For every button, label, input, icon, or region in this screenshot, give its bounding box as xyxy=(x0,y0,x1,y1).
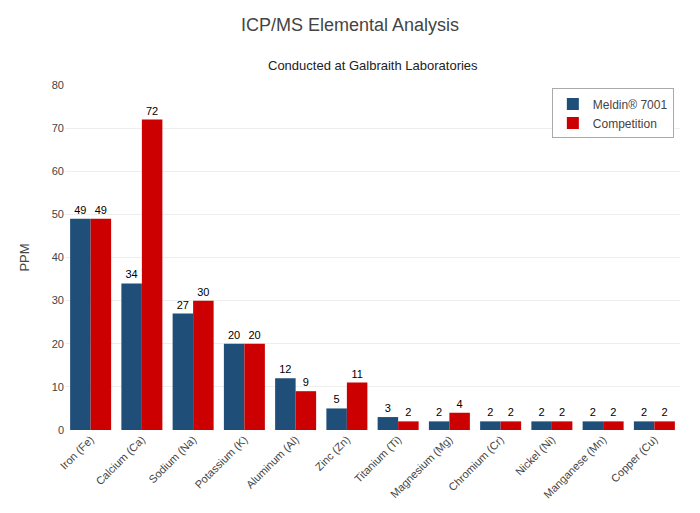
svg-text:ICP/MS Elemental Analysis: ICP/MS Elemental Analysis xyxy=(241,15,459,35)
svg-text:70: 70 xyxy=(52,122,64,134)
svg-text:Conducted at Galbraith Laborat: Conducted at Galbraith Laboratories xyxy=(268,58,478,73)
svg-text:34: 34 xyxy=(126,268,138,280)
svg-text:Manganese (Mn): Manganese (Mn) xyxy=(541,433,608,500)
svg-text:20: 20 xyxy=(228,329,240,341)
svg-text:Calcium (Ca): Calcium (Ca) xyxy=(93,433,147,487)
svg-text:49: 49 xyxy=(74,204,86,216)
svg-text:Iron (Fe): Iron (Fe) xyxy=(58,433,96,471)
svg-text:2: 2 xyxy=(405,406,411,418)
svg-text:2: 2 xyxy=(539,406,545,418)
svg-text:11: 11 xyxy=(351,368,362,380)
svg-text:Nickel (Ni): Nickel (Ni) xyxy=(513,433,557,477)
svg-text:Aluminum (Al): Aluminum (Al) xyxy=(244,433,301,490)
svg-text:Magnesium (Mg): Magnesium (Mg) xyxy=(388,433,455,500)
svg-text:9: 9 xyxy=(303,376,309,388)
svg-text:20: 20 xyxy=(52,338,64,350)
svg-text:Titanium (Ti): Titanium (Ti) xyxy=(352,433,404,485)
svg-text:PPM: PPM xyxy=(17,243,32,271)
svg-text:Zinc (Zn): Zinc (Zn) xyxy=(313,433,353,473)
svg-text:80: 80 xyxy=(52,79,64,91)
svg-text:2: 2 xyxy=(508,406,514,418)
svg-text:12: 12 xyxy=(279,363,291,375)
svg-text:2: 2 xyxy=(641,406,647,418)
svg-text:Competition: Competition xyxy=(593,117,657,131)
svg-text:40: 40 xyxy=(52,251,64,263)
svg-text:4: 4 xyxy=(457,398,463,410)
svg-text:30: 30 xyxy=(197,286,209,298)
svg-text:2: 2 xyxy=(590,406,596,418)
svg-text:30: 30 xyxy=(52,294,64,306)
svg-text:49: 49 xyxy=(95,204,107,216)
svg-text:Chromium (Cr): Chromium (Cr) xyxy=(446,433,506,493)
svg-text:Potassium (K): Potassium (K) xyxy=(192,433,249,490)
svg-text:5: 5 xyxy=(334,393,340,405)
svg-text:3: 3 xyxy=(385,402,391,414)
svg-text:10: 10 xyxy=(52,381,64,393)
svg-text:72: 72 xyxy=(146,105,158,117)
svg-text:60: 60 xyxy=(52,165,64,177)
svg-text:27: 27 xyxy=(177,299,189,311)
svg-text:Copper (Cu): Copper (Cu) xyxy=(608,433,659,484)
svg-text:Meldin® 7001: Meldin® 7001 xyxy=(593,98,668,112)
svg-text:2: 2 xyxy=(436,406,442,418)
svg-text:20: 20 xyxy=(249,329,261,341)
svg-text:2: 2 xyxy=(559,406,565,418)
svg-text:2: 2 xyxy=(610,406,616,418)
svg-text:0: 0 xyxy=(58,424,64,436)
svg-text:Sodium (Na): Sodium (Na) xyxy=(146,433,198,485)
svg-text:2: 2 xyxy=(487,406,493,418)
svg-text:50: 50 xyxy=(52,208,64,220)
svg-text:2: 2 xyxy=(662,406,668,418)
